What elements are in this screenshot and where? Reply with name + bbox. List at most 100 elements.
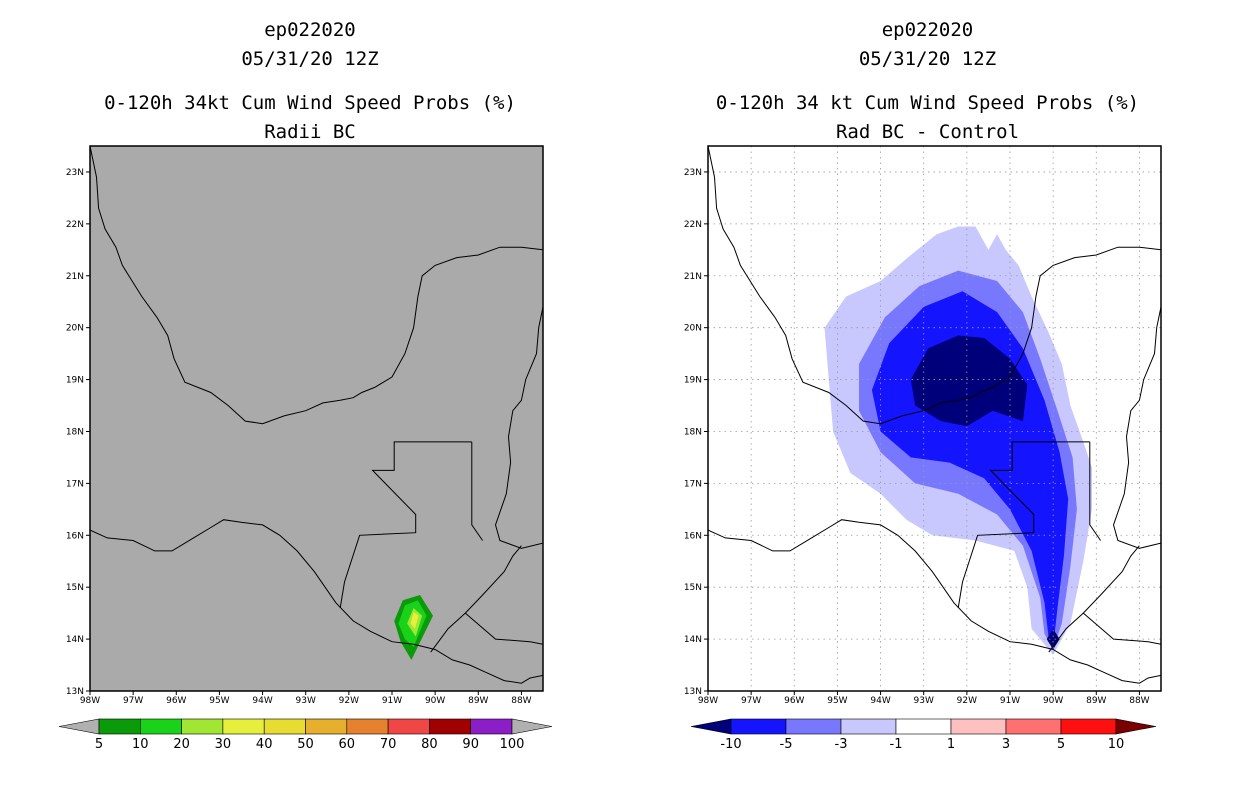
- left-lat-label: 21N: [66, 272, 84, 282]
- right-colorbar-right-triangle: [1115, 718, 1157, 735]
- left-colorbar-tick-label: 80: [421, 737, 438, 752]
- left-colorbar-tick-label: 10: [132, 737, 149, 752]
- left-colorbar-left-triangle: [58, 718, 100, 735]
- left-colorbar-swatch-6: [346, 718, 389, 735]
- right-map-frame: [707, 145, 1162, 692]
- left-lon-label: 88W: [511, 696, 531, 706]
- right-lon-label: 98W: [698, 696, 718, 706]
- right-colorbar-tick-label: -10: [720, 737, 741, 752]
- left-colorbar-swatch-5: [305, 718, 348, 735]
- left-lon-label: 95W: [209, 696, 229, 706]
- left-colorbar-tick-label: 50: [297, 737, 314, 752]
- right-lat-label: 15N: [684, 583, 702, 593]
- left-border-mexico-guatemala: [339, 441, 472, 609]
- right-lat-label: 17N: [684, 479, 702, 489]
- right-border-honduras-elsalvador: [1082, 612, 1161, 645]
- right-colorbar-left-triangle: [690, 718, 732, 735]
- right-colorbar-tick-label: 5: [1057, 737, 1065, 752]
- right-coastline-pacific-coast: [708, 519, 1161, 684]
- right-border-mexico-guatemala: [957, 441, 1090, 609]
- left-lat-label: 23N: [66, 168, 84, 178]
- right-coastline-caribbean-coast: [1112, 306, 1161, 549]
- left-title: 0-120h 34kt Cum Wind Speed Probs (%): [104, 92, 516, 114]
- left-colorbar-swatch-0: [98, 718, 141, 735]
- right-colorbar-tick-label: -5: [780, 737, 793, 752]
- right-colorbar-swatch-5: [1005, 718, 1062, 735]
- left-lon-label: 92W: [339, 696, 359, 706]
- left-border-central-america: [430, 545, 522, 653]
- right-colorbar-swatch-4: [950, 718, 1007, 735]
- right-colorbar-tick-label: 3: [1002, 737, 1010, 752]
- left-colorbar-tick-label: 100: [500, 737, 525, 752]
- left-colorbar-tick-label: 60: [339, 737, 356, 752]
- right-lon-label: 90W: [1043, 696, 1063, 706]
- right-border-belize-guatemala: [1089, 441, 1102, 541]
- right-colorbar-swatch-3: [895, 718, 952, 735]
- left-map-frame: [89, 145, 544, 692]
- right-colorbar-swatch-0: [730, 718, 787, 735]
- left-map-layers: [90, 146, 543, 684]
- right-lat-label: 23N: [684, 168, 702, 178]
- left-lon-label: 91W: [382, 696, 402, 706]
- left-colorbar-swatch-2: [181, 718, 224, 735]
- left-lon-label: 93W: [296, 696, 316, 706]
- right-lon-label: 89W: [1086, 696, 1106, 706]
- left-colorbar-swatch-8: [429, 718, 471, 735]
- left-panel-header: ep022020 05/31/20 12Z 0-120h 34kt Cum Wi…: [60, 16, 560, 147]
- left-lon-label: 97W: [123, 696, 143, 706]
- right-lon-label: 88W: [1129, 696, 1149, 706]
- right-lon-label: 96W: [784, 696, 804, 706]
- left-border-belize-guatemala: [471, 441, 484, 541]
- right-lat-label: 14N: [684, 635, 702, 645]
- right-lat-label: 18N: [684, 427, 702, 437]
- left-lat-label: 16N: [66, 531, 84, 541]
- left-map-background: [90, 146, 543, 691]
- right-border-central-america: [1048, 545, 1140, 653]
- right-colorbar-swatch-2: [840, 718, 897, 735]
- left-colorbar-tick-label: 40: [256, 737, 273, 752]
- right-colorbar-tick-label: -1: [890, 737, 903, 752]
- left-coastline-gulf-coast: [90, 146, 543, 425]
- left-colorbar-swatch-3: [222, 718, 265, 735]
- left-lon-label: 89W: [468, 696, 488, 706]
- left-colorbar-swatch-1: [140, 718, 182, 735]
- left-colorbar-right-triangle: [511, 718, 553, 735]
- right-colorbar-tick-label: -3: [835, 737, 848, 752]
- left-lat-label: 22N: [66, 220, 84, 230]
- left-colorbar-swatch-9: [470, 718, 513, 735]
- left-colorbar-tick-label: 70: [380, 737, 397, 752]
- left-lon-label: 96W: [166, 696, 186, 706]
- right-colorbar-swatch-1: [785, 718, 842, 735]
- left-coastline-pacific-coast: [90, 519, 543, 684]
- left-lat-label: 15N: [66, 583, 84, 593]
- right-panel-header: ep022020 05/31/20 12Z 0-120h 34 kt Cum W…: [650, 16, 1205, 147]
- right-lon-label: 97W: [741, 696, 761, 706]
- left-border-honduras-elsalvador: [464, 612, 543, 645]
- right-lat-label: 21N: [684, 272, 702, 282]
- right-datetime: 05/31/20 12Z: [858, 48, 997, 70]
- left-storm-id: ep022020: [264, 19, 356, 41]
- right-colorbar-swatch-6: [1060, 718, 1117, 735]
- left-lat-label: 20N: [66, 324, 84, 334]
- right-lon-label: 95W: [827, 696, 847, 706]
- left-lat-label: 19N: [66, 376, 84, 386]
- left-lat-label: 13N: [66, 687, 84, 697]
- right-coastline-gulf-coast: [708, 146, 1161, 425]
- right-lon-label: 93W: [914, 696, 934, 706]
- left-lat-label: 17N: [66, 479, 84, 489]
- right-lon-label: 91W: [1000, 696, 1020, 706]
- right-colorbar-tick-label: 10: [1108, 737, 1125, 752]
- right-lat-label: 22N: [684, 220, 702, 230]
- left-colorbar-tick-label: 30: [215, 737, 232, 752]
- right-colorbar-tick-label: 1: [947, 737, 955, 752]
- right-lat-label: 20N: [684, 324, 702, 334]
- left-lat-label: 18N: [66, 427, 84, 437]
- right-lat-label: 19N: [684, 376, 702, 386]
- left-lon-label: 98W: [80, 696, 100, 706]
- left-colorbar-tick-label: 90: [462, 737, 479, 752]
- right-contour-4: [1046, 628, 1060, 650]
- left-colorbar-swatch-4: [263, 718, 306, 735]
- left-colorbar-swatch-7: [387, 718, 430, 735]
- right-lat-label: 16N: [684, 531, 702, 541]
